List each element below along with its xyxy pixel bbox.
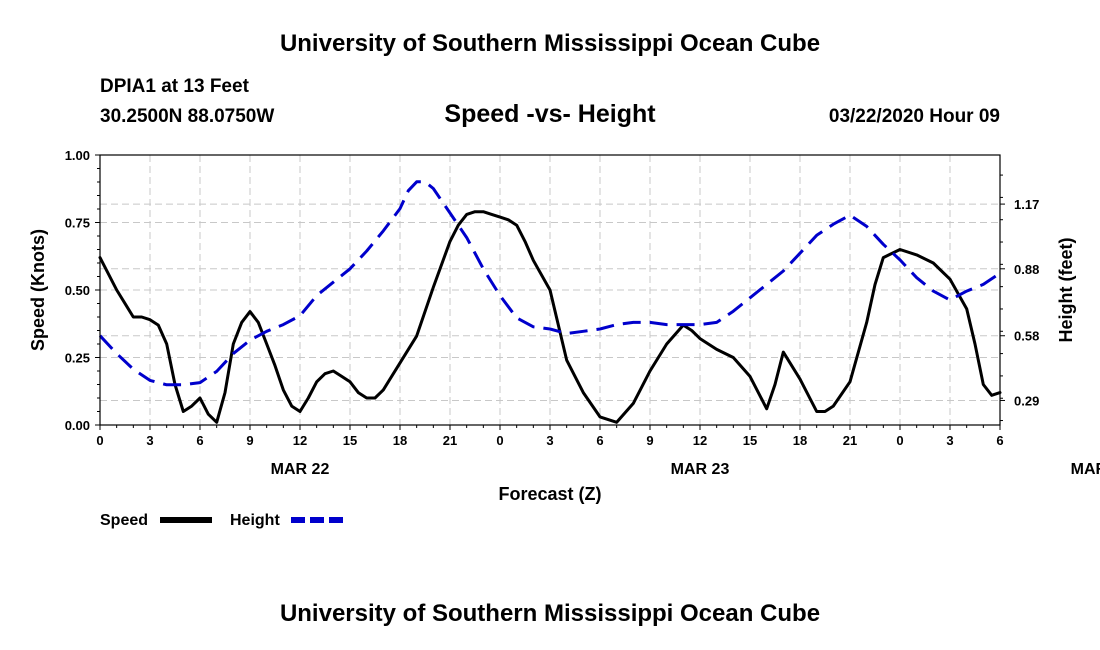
x-tick-label: 6 (196, 433, 203, 448)
x-tick-label: 21 (443, 433, 457, 448)
x-tick-label: 3 (946, 433, 953, 448)
y-tick-label: 0.25 (65, 351, 90, 366)
main-title: University of Southern Mississippi Ocean… (279, 30, 821, 57)
x-tick-label: 3 (146, 433, 153, 448)
legend-label-height: Height (230, 512, 280, 529)
series-lines (98, 180, 1002, 424)
x-axis-title: Forecast (Z) (498, 484, 601, 504)
x-tick-label: 3 (546, 433, 553, 448)
coordinates-label: 30.2500N 88.0750W (100, 106, 275, 127)
x-tick-label: 12 (293, 433, 307, 448)
x-tick-label: 9 (246, 433, 253, 448)
station-label: DPIA1 at 13 Feet (100, 76, 249, 97)
day-label: MAR 24 (1071, 461, 1100, 478)
grid-lines (100, 155, 1000, 425)
x-tick-label: 0 (96, 433, 103, 448)
legend: Speed Height (100, 512, 343, 529)
x-tick-label: 12 (693, 433, 707, 448)
y-tick-label: 0.00 (65, 418, 90, 433)
x-tick-label: 15 (343, 433, 357, 448)
y2-tick-label: 0.58 (1014, 329, 1039, 344)
x-tick-label: 0 (896, 433, 903, 448)
forecast-datetime: 03/22/2020 Hour 09 (828, 106, 1000, 127)
x-tick-label: 6 (596, 433, 603, 448)
x-tick-label: 15 (743, 433, 757, 448)
x-tick-label: 21 (843, 433, 857, 448)
y-tick-label: 0.75 (65, 216, 90, 231)
y-tick-label: 0.50 (65, 283, 90, 298)
x-tick-label: 6 (996, 433, 1003, 448)
y2-axis-title: Height (feet) (1056, 238, 1076, 343)
chart-subtitle: Speed -vs- Height (444, 100, 656, 128)
axes: 0 3 6 9 12 15 18 21 0 3 6 9 12 15 18 21 0 3 6 0.00 0.25 0.50 0… (28, 148, 1100, 504)
y-axis-title: Speed (Knots) (28, 229, 48, 351)
day-label: MAR 22 (271, 461, 330, 478)
x-tick-label: 18 (793, 433, 807, 448)
x-tick-label: 18 (393, 433, 407, 448)
x-tick-label: 0 (496, 433, 503, 448)
legend-label-speed: Speed (100, 512, 148, 529)
y2-tick-label: 0.29 (1014, 393, 1039, 408)
y-tick-label: 1.00 (65, 148, 90, 163)
y2-tick-label: 1.17 (1014, 197, 1039, 212)
x-tick-label: 9 (646, 433, 653, 448)
day-label: MAR 23 (671, 461, 730, 478)
footer-title: University of Southern Mississippi Ocean… (279, 600, 821, 627)
speed-series-line (98, 210, 1002, 424)
height-series-line (98, 180, 1001, 387)
y2-tick-label: 0.88 (1014, 262, 1039, 277)
